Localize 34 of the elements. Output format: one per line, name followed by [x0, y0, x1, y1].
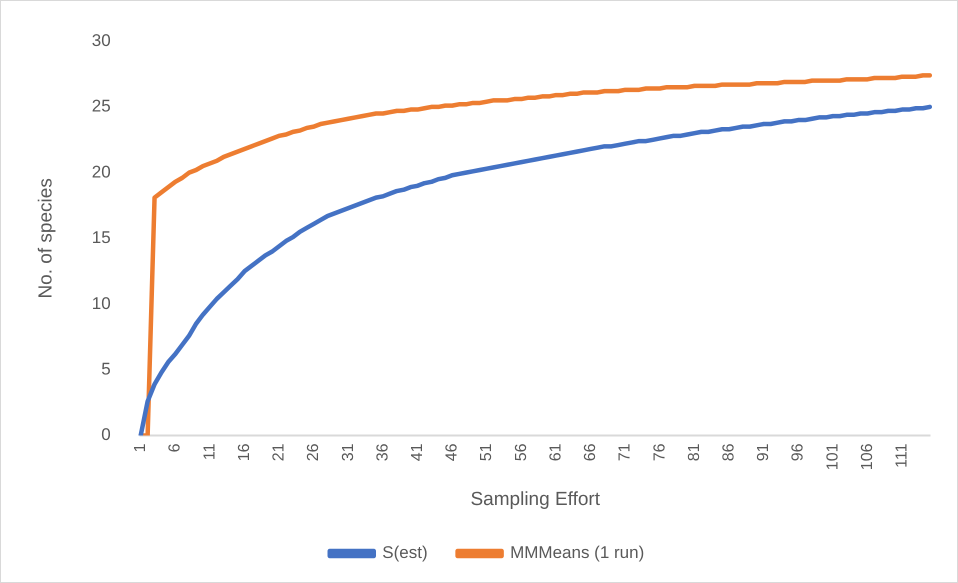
y-tick-label: 0 [101, 425, 111, 444]
x-tick-label: 41 [408, 443, 426, 462]
x-tick-label: 61 [547, 443, 564, 462]
y-tick-label: 20 [92, 162, 111, 182]
x-tick-label: 6 [166, 443, 184, 452]
y-tick-label: 30 [92, 30, 111, 50]
x-tick-label: 96 [790, 443, 807, 462]
x-axis-title: Sampling Effort [470, 488, 601, 510]
x-tick-label: 31 [340, 443, 357, 462]
legend-label: MMMeans (1 run) [510, 543, 644, 562]
y-tick-label: 15 [92, 228, 111, 248]
x-tick-label: 81 [686, 443, 703, 462]
x-tick-label: 71 [616, 443, 634, 462]
x-tick-label: 16 [236, 443, 253, 462]
legend-label: S(est) [382, 543, 428, 562]
x-tick-label: 86 [720, 443, 738, 462]
x-tick-label: 66 [582, 443, 600, 462]
y-tick-label: 10 [92, 294, 111, 313]
x-tick-label: 101 [824, 443, 842, 470]
x-tick-label: 26 [305, 443, 322, 462]
x-tick-label: 76 [651, 443, 668, 462]
x-tick-label: 36 [374, 443, 392, 462]
x-tick-label: 21 [270, 443, 288, 462]
x-tick-label: 51 [478, 443, 496, 462]
y-tick-label: 25 [92, 96, 111, 116]
x-tick-label: 111 [894, 443, 911, 468]
y-axis-title: No. of species [36, 178, 57, 299]
x-tick-label: 56 [512, 443, 530, 462]
x-tick-label: 11 [201, 443, 218, 460]
y-tick-label: 5 [101, 359, 111, 378]
x-tick-label: 91 [755, 443, 772, 462]
x-tick-label: 106 [858, 443, 876, 470]
x-tick-label: 46 [444, 443, 461, 462]
x-tick-label: 1 [132, 443, 150, 452]
